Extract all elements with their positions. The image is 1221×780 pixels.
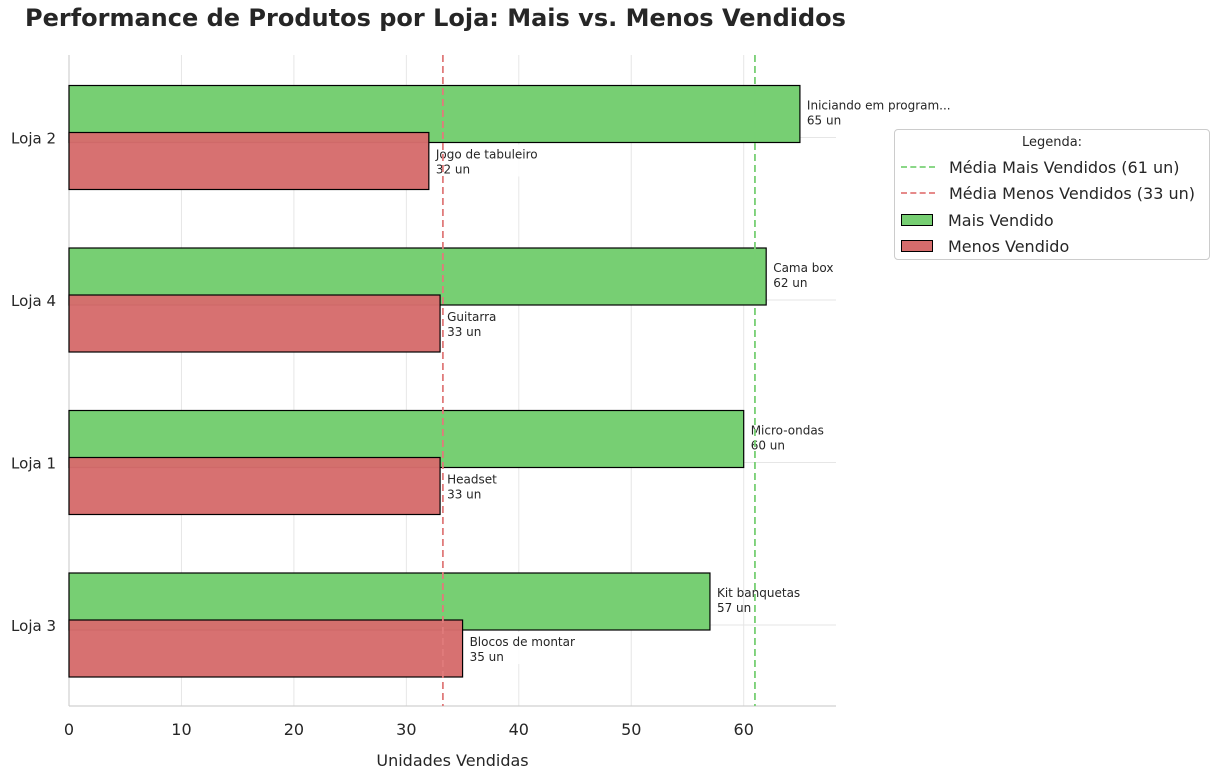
label-top-product-1: Cama box [773,261,833,275]
label-top-value-1: 62 un [773,276,807,290]
label-low-bg-2 [445,469,496,502]
legend-title: Legenda: [1021,135,1083,150]
label-top-product-3: Kit banquetas [717,586,800,600]
legend-swatch-mean-bottom [901,192,935,194]
label-low-value-0: 32 un [436,163,470,177]
x-tick-label-5: 50 [621,720,641,739]
label-low-product-2: Headset [447,473,497,487]
legend-swatch-low-seller [901,240,933,252]
bar-low-seller-3 [68,619,464,678]
x-tick-label-2: 20 [284,720,304,739]
legend-swatch-top-seller [901,214,933,226]
legend-label-mean-top: Média Mais Vendidos (61 un) [949,157,1180,177]
x-axis-label: Unidades Vendidas [376,751,528,770]
y-tick-label-0: Loja 2 [11,130,56,148]
label-low-product-1: Guitarra [447,310,496,324]
legend-label-low-seller: Menos Vendido [948,236,1070,256]
label-top-product-0: Iniciando em program... [807,99,951,113]
label-low-value-3: 35 un [470,650,504,664]
x-tick-label-3: 30 [396,720,416,739]
chart-title: Performance de Produtos por Loja: Mais v… [25,4,846,32]
x-tick-label-1: 10 [171,720,191,739]
legend-swatch-mean-top [901,166,935,168]
label-top-value-0: 65 un [807,114,841,128]
legend-item-mean-bottom: Média Menos Vendidos (33 un) [901,182,1195,204]
bar-low-seller-0 [68,131,430,191]
legend-item-low-seller: Menos Vendido [901,235,1069,257]
bar-low-seller-1 [68,294,441,353]
label-low-value-2: 33 un [447,488,481,502]
legend-item-mean-top: Média Mais Vendidos (61 un) [901,156,1179,178]
x-tick-label-0: 0 [64,720,74,739]
y-tick-label-2: Loja 1 [11,455,56,473]
label-low-product-3: Blocos de montar [470,635,575,649]
label-top-product-2: Micro-ondas [751,424,824,438]
y-tick-label-1: Loja 4 [11,292,56,310]
legend-item-top-seller: Mais Vendido [901,209,1054,231]
label-top-value-3: 57 un [717,601,751,615]
legend: Legenda: Média Mais Vendidos (61 un) Méd… [894,129,1210,260]
label-low-bg-1 [445,307,503,339]
bar-low-seller-2 [68,456,441,516]
label-top-value-2: 60 un [751,439,785,453]
legend-label-top-seller: Mais Vendido [948,210,1054,230]
label-low-product-0: Jogo de tabuleiro [435,148,538,162]
legend-label-mean-bottom: Média Menos Vendidos (33 un) [949,183,1196,203]
label-low-bg-0 [433,144,557,177]
x-tick-label-6: 60 [734,720,754,739]
y-tick-label-3: Loja 3 [11,617,56,635]
x-tick-label-4: 40 [509,720,529,739]
label-low-bg-3 [467,632,583,664]
label-low-value-1: 33 un [447,325,481,339]
